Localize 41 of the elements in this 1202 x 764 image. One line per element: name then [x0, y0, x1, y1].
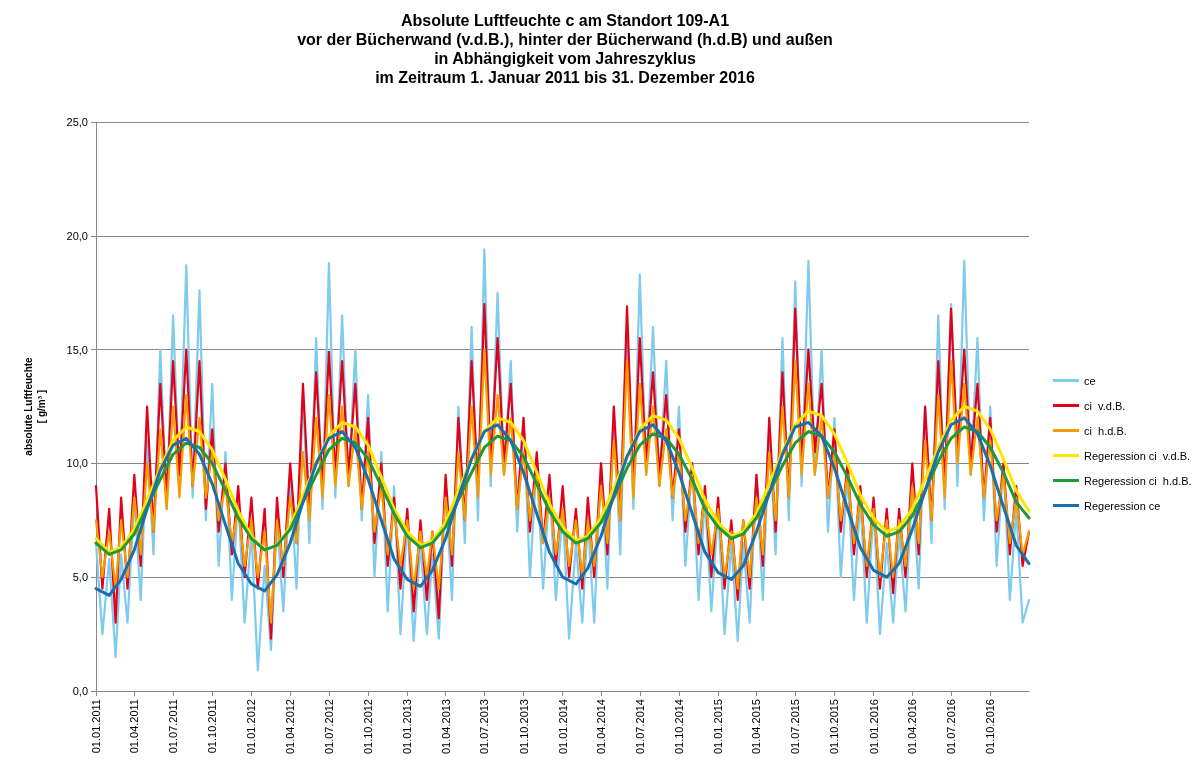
x-tick-label: 01.04.2013: [439, 699, 452, 755]
x-tick-label: 01.07.2011: [167, 699, 180, 754]
x-tick-label: 01.04.2016: [906, 699, 919, 755]
legend-label: Regeression ci v.d.B.: [1084, 449, 1191, 462]
x-tick-label: 01.01.2015: [712, 699, 725, 755]
y-tick-label: 5,0: [72, 571, 88, 584]
legend-label: ci v.d.B.: [1084, 399, 1126, 412]
x-tick-label: 01.04.2014: [595, 699, 608, 755]
x-tick-label: 01.07.2013: [478, 699, 491, 755]
line-series: [94, 348, 1031, 624]
x-tick-label: 01.01.2011: [90, 699, 102, 754]
x-tick-label: 01.10.2013: [517, 699, 530, 755]
x-tick-label: 01.07.2015: [789, 699, 802, 755]
legend-label: ce: [1084, 374, 1096, 387]
x-tick-label: 01.07.2014: [633, 699, 646, 755]
x-tick-label: 01.01.2012: [245, 699, 258, 755]
legend-label: ci h.d.B.: [1084, 424, 1127, 437]
y-tick-label: 20,0: [66, 229, 88, 242]
x-tick-label: 01.01.2014: [556, 699, 569, 755]
y-tick-label: 0,0: [72, 685, 88, 697]
x-tick-label: 01.04.2012: [284, 699, 297, 755]
x-tick-label: 01.10.2012: [362, 699, 375, 755]
x-tick-label: 01.04.2015: [750, 699, 763, 755]
y-tick-label: 15,0: [66, 343, 88, 356]
y-tick-label: 10,0: [66, 457, 88, 470]
x-tick-label: 01.01.2013: [401, 699, 414, 755]
line-series: [94, 416, 1031, 597]
y-tick-label: 25,0: [66, 116, 88, 128]
y-axis-title: absolute Luftfeuchte [ g/m³ ]: [23, 356, 47, 456]
x-tick-label: 01.10.2014: [672, 699, 685, 755]
line-series: [94, 302, 1031, 640]
legend-label: Regeression ce: [1084, 499, 1161, 512]
x-tick-label: 01.10.2015: [828, 699, 841, 755]
x-tick-label: 01.01.2016: [867, 699, 880, 755]
x-tick-label: 01.10.2016: [984, 699, 997, 755]
chart-title: Absolute Luftfeuchte c am Standort 109-A1 vor der Bücherwand (v.d.B.), hinter der Bücherwand (h.d.B) und außen in Abhängigkeit vom Jahreszyklus im Zeitraum 1. Januar 2011 bis 31. Dezember 2016: [297, 12, 833, 86]
legend-label: Regeression ci h.d.B.: [1084, 474, 1192, 487]
x-tick-label: 01.07.2016: [945, 699, 958, 755]
x-tick-label: 01.10.2011: [206, 699, 219, 754]
x-tick-label: 01.04.2011: [128, 699, 141, 754]
x-tick-label: 01.07.2012: [322, 699, 335, 755]
